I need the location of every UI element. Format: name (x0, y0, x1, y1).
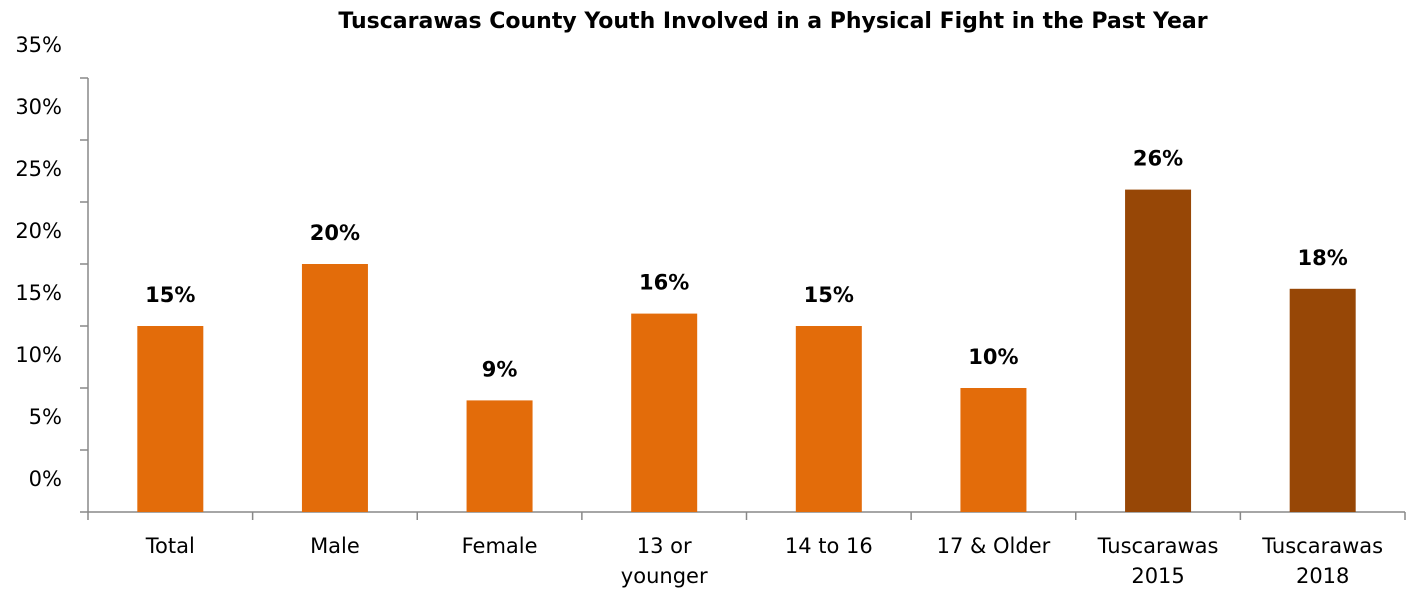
bar (960, 388, 1027, 512)
x-tick-label: Female (462, 534, 538, 558)
bar (1289, 288, 1356, 512)
y-tick-label: 35% (15, 33, 62, 57)
value-label: 9% (482, 357, 518, 381)
x-tick-label: Tuscarawas 2018 (1261, 534, 1383, 588)
chart-title: Tuscarawas County Youth Involved in a Ph… (338, 9, 1207, 34)
value-label: 26% (1133, 147, 1183, 171)
bar (795, 326, 862, 512)
bar (1125, 189, 1192, 512)
value-label: 20% (310, 221, 360, 245)
y-tick-label: 5% (29, 405, 62, 429)
x-tick-label: 17 & Older (937, 534, 1051, 558)
value-label: 18% (1298, 246, 1348, 270)
value-label: 15% (804, 283, 854, 307)
x-tick-label: 13 or younger (621, 534, 708, 588)
bar (631, 313, 698, 512)
y-tick-label: 30% (15, 95, 62, 119)
y-tick-label: 20% (15, 219, 62, 243)
bar (466, 400, 533, 512)
y-tick-label: 15% (15, 281, 62, 305)
value-label: 10% (968, 345, 1018, 369)
y-tick-label: 0% (29, 467, 62, 491)
y-tick-label: 25% (15, 157, 62, 181)
value-label: 16% (639, 271, 689, 295)
value-label: 15% (145, 283, 195, 307)
x-tick-label: Male (310, 534, 360, 558)
bar (137, 326, 204, 512)
x-tick-label: 14 to 16 (785, 534, 873, 558)
x-tick-label: Total (145, 534, 195, 558)
x-tick-label: Tuscarawas 2015 (1097, 534, 1219, 588)
bar (301, 264, 368, 512)
y-tick-label: 10% (15, 343, 62, 367)
